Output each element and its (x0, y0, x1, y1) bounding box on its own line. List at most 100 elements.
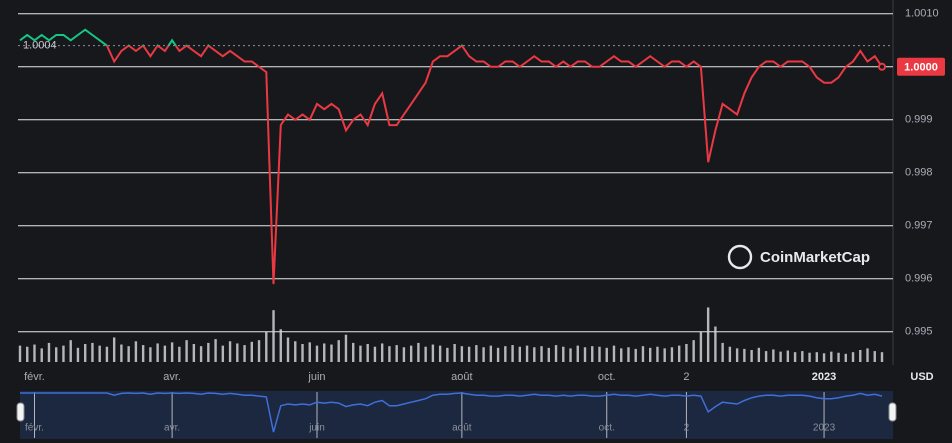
volume-bar (656, 346, 659, 362)
volume-bar (236, 343, 239, 362)
volume-bar (69, 340, 72, 362)
volume-bar (554, 345, 558, 362)
volume-bar (352, 342, 355, 362)
volume-bar (395, 345, 398, 362)
volume-bar (105, 346, 109, 362)
volume-bar (772, 349, 775, 362)
x-tick-label: 2 (683, 371, 689, 383)
navigator-label: 2023 (813, 423, 836, 434)
price-tag-label: 1.0000 (904, 62, 938, 74)
watermark: CoinMarketCap (727, 244, 870, 270)
volume-bar (279, 329, 282, 362)
volume-bar (127, 346, 130, 362)
volume-bar (207, 342, 210, 362)
volume-bar (178, 346, 181, 362)
volume-bar (120, 344, 123, 362)
y-tick-label: 0.996 (905, 273, 933, 285)
volume-bar (728, 346, 732, 362)
volume-bar (692, 340, 695, 362)
volume-bar (467, 346, 471, 362)
volume-bar (446, 347, 449, 362)
volume-bar (649, 347, 652, 362)
volume-bar (250, 341, 253, 362)
volume-bar (627, 347, 630, 362)
volume-bar (409, 345, 413, 362)
volume-bar (55, 347, 58, 362)
volume-bar (808, 352, 811, 362)
volume-bar (562, 346, 565, 362)
volume-bar (851, 352, 855, 362)
volume-bar (243, 345, 246, 362)
watermark-text: CoinMarketCap (760, 249, 870, 266)
volume-bar (221, 345, 225, 362)
volume-bar (424, 346, 427, 362)
volume-bar (402, 347, 406, 362)
volume-bar (699, 332, 703, 362)
navigator-label: août (452, 423, 472, 434)
volume-bar (735, 348, 739, 362)
volume-bar (156, 343, 159, 362)
volume-bar (286, 337, 290, 362)
volume-bar (830, 351, 833, 362)
volume-bar (134, 341, 138, 362)
price-tag (897, 57, 945, 76)
navigator-handle (16, 402, 25, 422)
volume-bar (91, 342, 94, 362)
volume-bar (641, 346, 645, 362)
volume-bar (612, 345, 616, 362)
last-point (878, 62, 886, 71)
volume-bar (366, 344, 369, 362)
x-tick-label: août (451, 371, 472, 383)
navigator-label: juin (308, 423, 325, 434)
volume-bar (576, 345, 579, 362)
volume-bar (308, 342, 311, 362)
volume-bar (779, 351, 782, 362)
volume-bar (98, 345, 101, 362)
volume-bar (569, 348, 572, 362)
volume-bar (337, 340, 340, 362)
volume-bar (185, 340, 188, 362)
currency-label: USD (910, 371, 933, 383)
volume-bar (141, 345, 145, 362)
volume-bar (757, 347, 761, 362)
volume-bar (62, 345, 65, 362)
reference-label: 1.0004 (23, 39, 57, 51)
volume-bar (598, 346, 601, 362)
volume-bar (743, 348, 746, 362)
volume-bar (605, 347, 608, 362)
navigator-label: févr. (25, 423, 44, 434)
volume-bar (591, 346, 594, 362)
volume-bar (540, 346, 543, 362)
y-tick-label: 0.998 (905, 167, 933, 179)
volume-bar (525, 345, 529, 362)
volume-bar (431, 344, 435, 362)
volume-bar (706, 307, 710, 362)
navigator-label: avr. (164, 423, 180, 434)
volume-bar (822, 353, 826, 362)
volume-bar (344, 334, 348, 362)
volume-bar (482, 347, 485, 362)
volume-bar (873, 351, 876, 362)
volume-bar (504, 346, 507, 362)
volume-bar (112, 337, 116, 362)
volume-bar (83, 344, 87, 362)
volume-bar (764, 351, 768, 362)
volume-bar (677, 345, 681, 362)
volume-bar (18, 345, 22, 362)
volume-bar (301, 344, 304, 362)
volume-bar (199, 346, 203, 362)
navigator-handle (888, 402, 897, 422)
volume-bar (373, 346, 377, 362)
volume-bar (272, 310, 275, 362)
watermark-icon (727, 244, 753, 270)
volume-bar (388, 346, 391, 362)
volume-bar (750, 350, 753, 362)
volume-bar (257, 340, 261, 362)
volume-bar (670, 347, 674, 362)
volume-bar (438, 345, 442, 362)
volume-bar (170, 342, 174, 362)
volume-bar (714, 326, 717, 362)
volume-bar (880, 352, 884, 362)
